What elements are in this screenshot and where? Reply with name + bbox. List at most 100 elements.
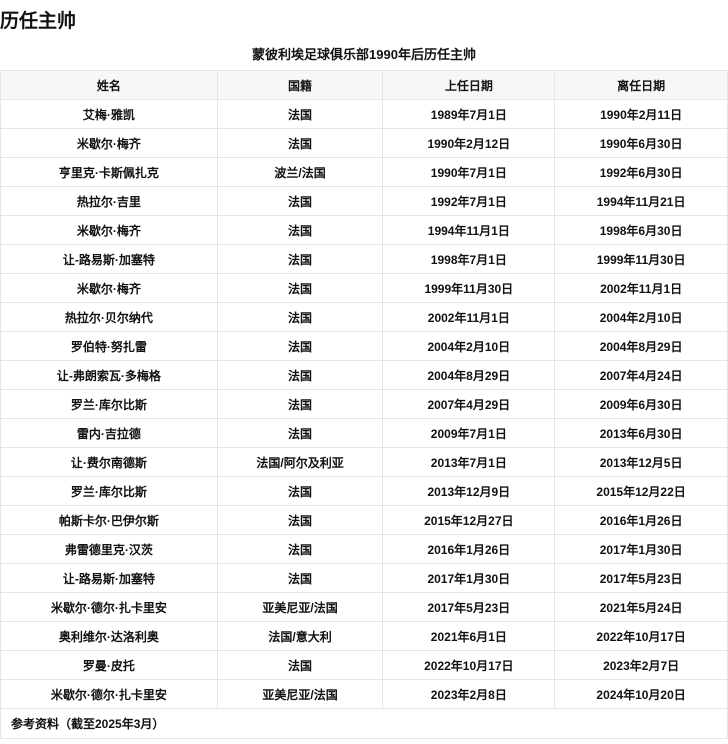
start-date: 2013年12月9日 [382, 476, 556, 506]
table-caption: 蒙彼利埃足球俱乐部1990年后历任主帅 [252, 47, 476, 62]
start-date: 1994年11月1日 [382, 215, 556, 245]
start-date: 2004年2月10日 [382, 331, 556, 361]
start-date: 1992年7月1日 [382, 186, 556, 216]
coach-name: 米歇尔·德尔·扎卡里安 [0, 592, 218, 622]
table-row: 米歇尔·德尔·扎卡里安 亚美尼亚/法国 2023年2月8日 2024年10月20日 [0, 679, 728, 709]
table-row: 罗兰·库尔比斯 法国 2013年12月9日 2015年12月22日 [0, 476, 728, 506]
nationality: 法国/阿尔及利亚 [216, 447, 384, 477]
nationality: 法国 [216, 244, 384, 274]
start-date: 2007年4月29日 [382, 389, 556, 419]
end-date: 2009年6月30日 [554, 389, 728, 419]
coach-name: 米歇尔·梅齐 [0, 215, 218, 245]
section-title: 历任主帅 [0, 11, 77, 32]
table-row: 奥利维尔·达洛利奥 法国/意大利 2021年6月1日 2022年10月17日 [0, 621, 728, 651]
coach-name: 米歇尔·梅齐 [0, 273, 218, 303]
start-date: 2015年12月27日 [382, 505, 556, 535]
table-row: 让-路易斯·加塞特 法国 1998年7月1日 1999年11月30日 [0, 244, 728, 274]
coach-name: 让-路易斯·加塞特 [0, 244, 218, 274]
start-date: 2002年11月1日 [382, 302, 556, 332]
coach-name: 热拉尔·吉里 [0, 186, 218, 216]
start-date: 2021年6月1日 [382, 621, 556, 651]
coach-name: 雷内·吉拉德 [0, 418, 218, 448]
nationality: 波兰/法国 [216, 157, 384, 187]
footer-row: 参考资料（截至2025年3月） [0, 708, 728, 739]
nationality: 法国 [216, 389, 384, 419]
end-date: 2004年8月29日 [554, 331, 728, 361]
header-nationality: 国籍 [216, 70, 384, 100]
start-date: 1998年7月1日 [382, 244, 556, 274]
table-row: 弗雷德里克·汉茨 法国 2016年1月26日 2017年1月30日 [0, 534, 728, 564]
coach-name: 罗兰·库尔比斯 [0, 476, 218, 506]
end-date: 1994年11月21日 [554, 186, 728, 216]
coach-name: 让-弗朗索瓦·多梅格 [0, 360, 218, 390]
nationality: 亚美尼亚/法国 [216, 592, 384, 622]
end-date: 2002年11月1日 [554, 273, 728, 303]
table-row: 米歇尔·梅齐 法国 1990年2月12日 1990年6月30日 [0, 128, 728, 158]
end-date: 2021年5月24日 [554, 592, 728, 622]
table-row: 米歇尔·梅齐 法国 1994年11月1日 1998年6月30日 [0, 215, 728, 245]
end-date: 2022年10月17日 [554, 621, 728, 651]
table-row: 米歇尔·梅齐 法国 1999年11月30日 2002年11月1日 [0, 273, 728, 303]
start-date: 2017年5月23日 [382, 592, 556, 622]
end-date: 2016年1月26日 [554, 505, 728, 535]
nationality: 法国 [216, 273, 384, 303]
end-date: 2004年2月10日 [554, 302, 728, 332]
start-date: 2013年7月1日 [382, 447, 556, 477]
start-date: 2004年8月29日 [382, 360, 556, 390]
table-row: 雷内·吉拉德 法国 2009年7月1日 2013年6月30日 [0, 418, 728, 448]
end-date: 2007年4月24日 [554, 360, 728, 390]
start-date: 1989年7月1日 [382, 99, 556, 129]
table-row: 让·费尔南德斯 法国/阿尔及利亚 2013年7月1日 2013年12月5日 [0, 447, 728, 477]
end-date: 2017年5月23日 [554, 563, 728, 593]
nationality: 法国 [216, 563, 384, 593]
start-date: 1999年11月30日 [382, 273, 556, 303]
table-row: 让-路易斯·加塞特 法国 2017年1月30日 2017年5月23日 [0, 563, 728, 593]
end-date: 2024年10月20日 [554, 679, 728, 709]
end-date: 1990年6月30日 [554, 128, 728, 158]
nationality: 法国 [216, 331, 384, 361]
start-date: 2023年2月8日 [382, 679, 556, 709]
end-date: 2013年6月30日 [554, 418, 728, 448]
end-date: 2013年12月5日 [554, 447, 728, 477]
start-date: 2017年1月30日 [382, 563, 556, 593]
start-date: 2009年7月1日 [382, 418, 556, 448]
start-date: 1990年7月1日 [382, 157, 556, 187]
coach-name: 米歇尔·德尔·扎卡里安 [0, 679, 218, 709]
nationality: 法国 [216, 128, 384, 158]
end-date: 1998年6月30日 [554, 215, 728, 245]
nationality: 法国 [216, 360, 384, 390]
table-row: 热拉尔·贝尔纳代 法国 2002年11月1日 2004年2月10日 [0, 302, 728, 332]
coach-name: 热拉尔·贝尔纳代 [0, 302, 218, 332]
nationality: 法国 [216, 476, 384, 506]
coach-name: 让-路易斯·加塞特 [0, 563, 218, 593]
end-date: 2015年12月22日 [554, 476, 728, 506]
end-date: 1992年6月30日 [554, 157, 728, 187]
nationality: 法国 [216, 650, 384, 680]
end-date: 1990年2月11日 [554, 99, 728, 129]
end-date: 2017年1月30日 [554, 534, 728, 564]
table-row: 热拉尔·吉里 法国 1992年7月1日 1994年11月21日 [0, 186, 728, 216]
start-date: 2022年10月17日 [382, 650, 556, 680]
header-name: 姓名 [0, 70, 218, 100]
nationality: 法国 [216, 302, 384, 332]
coach-name: 艾梅·雅凯 [0, 99, 218, 129]
references-note[interactable]: 参考资料（截至2025年3月） [0, 708, 728, 739]
coach-name: 帕斯卡尔·巴伊尔斯 [0, 505, 218, 535]
coach-name: 罗兰·库尔比斯 [0, 389, 218, 419]
table-row: 让-弗朗索瓦·多梅格 法国 2004年8月29日 2007年4月24日 [0, 360, 728, 390]
coach-name: 奥利维尔·达洛利奥 [0, 621, 218, 651]
table-row: 艾梅·雅凯 法国 1989年7月1日 1990年2月11日 [0, 99, 728, 129]
nationality: 法国 [216, 99, 384, 129]
table-row: 帕斯卡尔·巴伊尔斯 法国 2015年12月27日 2016年1月26日 [0, 505, 728, 535]
coach-name: 米歇尔·梅齐 [0, 128, 218, 158]
table-row: 罗兰·库尔比斯 法国 2007年4月29日 2009年6月30日 [0, 389, 728, 419]
start-date: 1990年2月12日 [382, 128, 556, 158]
coach-name: 罗伯特·努扎雷 [0, 331, 218, 361]
coach-name: 让·费尔南德斯 [0, 447, 218, 477]
nationality: 法国 [216, 215, 384, 245]
coach-name: 亨里克·卡斯佩扎克 [0, 157, 218, 187]
nationality: 法国/意大利 [216, 621, 384, 651]
header-row: 姓名 国籍 上任日期 离任日期 [0, 70, 728, 100]
header-start-date: 上任日期 [382, 70, 556, 100]
coach-name: 罗曼·皮托 [0, 650, 218, 680]
